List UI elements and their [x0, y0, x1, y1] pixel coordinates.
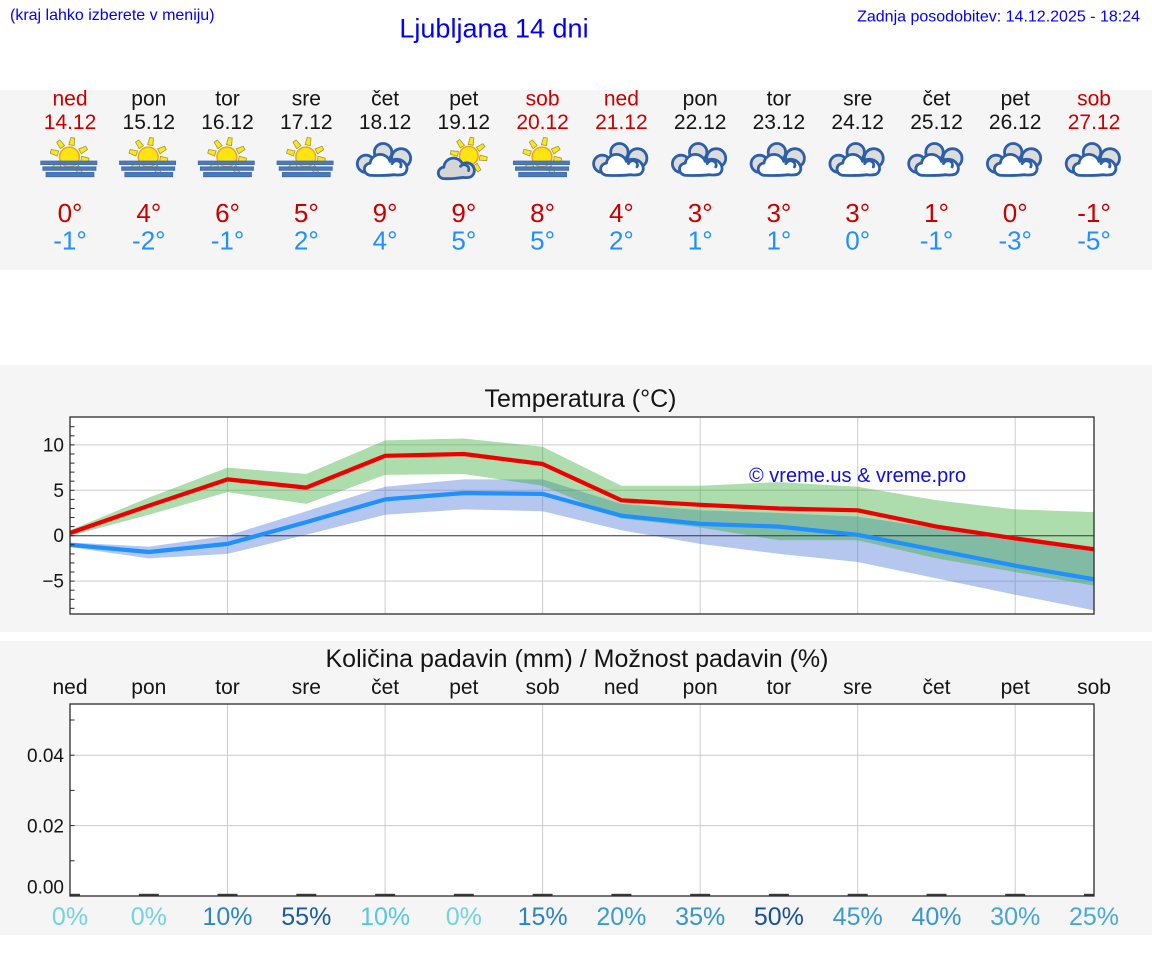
svg-text:3°: 3°	[845, 198, 870, 228]
svg-text:8°: 8°	[530, 198, 555, 228]
svg-text:-2°: -2°	[132, 226, 166, 256]
svg-text:pon: pon	[131, 676, 166, 699]
svg-text:Temperatura (°C): Temperatura (°C)	[485, 385, 677, 413]
svg-text:35%: 35%	[675, 903, 725, 931]
svg-text:3°: 3°	[688, 198, 713, 228]
svg-text:1°: 1°	[766, 226, 791, 256]
svg-text:-1°: -1°	[211, 226, 245, 256]
svg-text:tor: tor	[215, 88, 240, 111]
svg-text:sob: sob	[1077, 88, 1111, 111]
svg-text:ned: ned	[52, 88, 87, 111]
svg-text:-3°: -3°	[998, 226, 1032, 256]
svg-text:25%: 25%	[1069, 903, 1119, 931]
svg-text:-1°: -1°	[1077, 198, 1111, 228]
svg-text:-1°: -1°	[920, 226, 954, 256]
svg-text:pon: pon	[683, 676, 718, 699]
svg-text:tor: tor	[215, 676, 240, 699]
svg-text:9°: 9°	[451, 198, 476, 228]
svg-text:0%: 0%	[131, 903, 167, 931]
svg-text:5°: 5°	[294, 198, 319, 228]
svg-text:16.12: 16.12	[201, 111, 254, 134]
svg-text:24.12: 24.12	[831, 111, 884, 134]
svg-text:10%: 10%	[202, 903, 252, 931]
svg-text:15%: 15%	[518, 903, 568, 931]
svg-text:1°: 1°	[688, 226, 713, 256]
svg-text:pet: pet	[449, 676, 478, 699]
svg-text:0.02: 0.02	[27, 816, 64, 837]
svg-text:40%: 40%	[911, 903, 961, 931]
svg-text:sre: sre	[292, 676, 321, 699]
svg-text:14.12: 14.12	[44, 111, 97, 134]
svg-text:sre: sre	[292, 88, 321, 111]
svg-text:sob: sob	[1077, 676, 1111, 699]
svg-text:tor: tor	[767, 88, 792, 111]
svg-text:23.12: 23.12	[753, 111, 806, 134]
svg-text:pon: pon	[683, 88, 718, 111]
svg-text:22.12: 22.12	[674, 111, 727, 134]
svg-text:10%: 10%	[360, 903, 410, 931]
svg-text:30%: 30%	[990, 903, 1040, 931]
svg-text:pet: pet	[1001, 676, 1030, 699]
svg-text:sob: sob	[526, 676, 560, 699]
svg-text:tor: tor	[767, 676, 792, 699]
svg-text:4°: 4°	[609, 198, 634, 228]
svg-text:2°: 2°	[609, 226, 634, 256]
svg-text:20.12: 20.12	[516, 111, 569, 134]
svg-text:sre: sre	[843, 88, 872, 111]
svg-text:ned: ned	[604, 88, 639, 111]
svg-text:10: 10	[43, 435, 64, 456]
svg-text:6°: 6°	[215, 198, 240, 228]
svg-text:4°: 4°	[136, 198, 161, 228]
svg-text:3°: 3°	[766, 198, 791, 228]
svg-text:2°: 2°	[294, 226, 319, 256]
svg-text:0.04: 0.04	[27, 746, 64, 767]
svg-text:ned: ned	[604, 676, 639, 699]
svg-text:45%: 45%	[833, 903, 883, 931]
svg-text:18.12: 18.12	[359, 111, 412, 134]
svg-text:0°: 0°	[58, 198, 83, 228]
svg-text:čet: čet	[371, 676, 399, 699]
svg-text:(kraj lahko izberete v meniju): (kraj lahko izberete v meniju)	[10, 7, 215, 24]
svg-text:55%: 55%	[281, 903, 331, 931]
svg-text:0.00: 0.00	[27, 877, 64, 898]
svg-text:17.12: 17.12	[280, 111, 333, 134]
svg-text:čet: čet	[922, 88, 950, 111]
svg-text:1°: 1°	[924, 198, 949, 228]
svg-text:© vreme.us & vreme.pro: © vreme.us & vreme.pro	[749, 465, 966, 487]
svg-text:50%: 50%	[754, 903, 804, 931]
svg-text:20%: 20%	[596, 903, 646, 931]
svg-text:0°: 0°	[1003, 198, 1028, 228]
svg-text:9°: 9°	[373, 198, 398, 228]
svg-text:ned: ned	[52, 676, 87, 699]
svg-text:15.12: 15.12	[123, 111, 176, 134]
svg-text:pet: pet	[449, 88, 478, 111]
svg-text:pon: pon	[131, 88, 166, 111]
svg-text:25.12: 25.12	[910, 111, 963, 134]
svg-text:4°: 4°	[373, 226, 398, 256]
svg-text:5: 5	[53, 481, 64, 502]
svg-text:Količina padavin (mm) / Možnos: Količina padavin (mm) / Možnost padavin …	[326, 645, 829, 673]
svg-text:5°: 5°	[451, 226, 476, 256]
svg-text:0°: 0°	[845, 226, 870, 256]
svg-text:-1°: -1°	[53, 226, 87, 256]
svg-text:sob: sob	[526, 88, 560, 111]
svg-text:pet: pet	[1001, 88, 1030, 111]
svg-text:5°: 5°	[530, 226, 555, 256]
svg-text:čet: čet	[922, 676, 950, 699]
svg-text:−5: −5	[42, 572, 64, 593]
svg-text:0%: 0%	[52, 903, 88, 931]
svg-text:sre: sre	[843, 676, 872, 699]
svg-text:-5°: -5°	[1077, 226, 1111, 256]
svg-text:čet: čet	[371, 88, 399, 111]
svg-text:27.12: 27.12	[1068, 111, 1121, 134]
svg-text:0: 0	[53, 526, 64, 547]
svg-text:26.12: 26.12	[989, 111, 1042, 134]
svg-text:Ljubljana 14 dni: Ljubljana 14 dni	[399, 14, 588, 44]
svg-text:19.12: 19.12	[438, 111, 491, 134]
svg-text:0%: 0%	[446, 903, 482, 931]
svg-text:21.12: 21.12	[595, 111, 648, 134]
svg-text:Zadnja posodobitev: 14.12.2025: Zadnja posodobitev: 14.12.2025 - 18:24	[857, 9, 1140, 26]
